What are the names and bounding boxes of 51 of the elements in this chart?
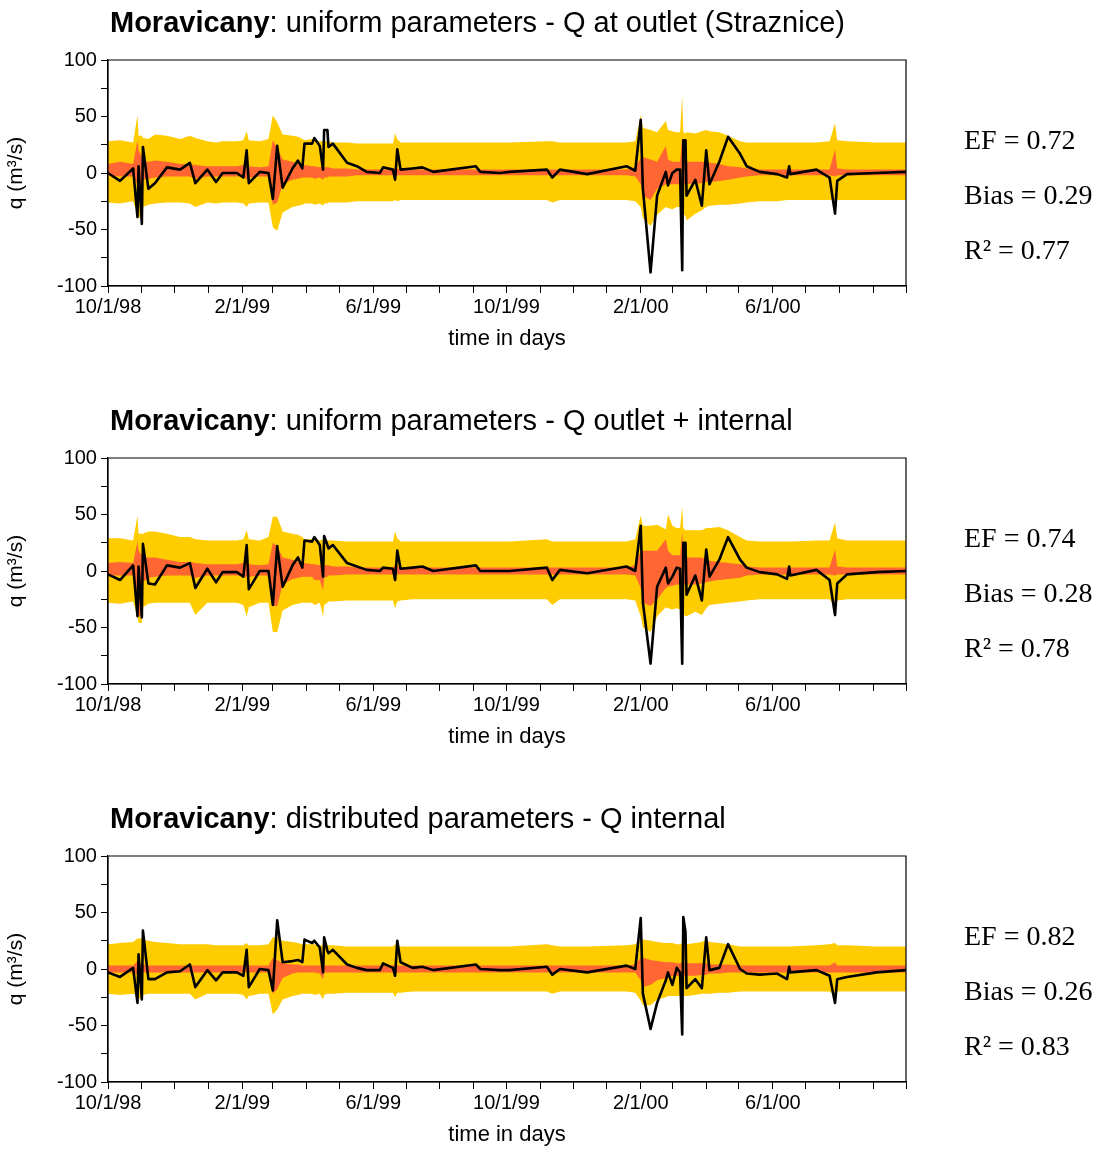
y-axis-title: q (m³/s) bbox=[3, 932, 27, 1006]
y-tick-label: -50 bbox=[68, 217, 97, 240]
text: R² = 0.83 bbox=[964, 1029, 1071, 1063]
y-tick-label: 100 bbox=[63, 47, 97, 70]
chart-title: Moravicany: distributed parameters - Q internal bbox=[110, 802, 726, 835]
x-tick-label: 2/1/99 bbox=[214, 294, 271, 317]
y-tick-label: 100 bbox=[63, 843, 97, 866]
x-tick-label: 6/1/99 bbox=[345, 692, 402, 715]
chart-title: Moravicany: uniform parameters - Q outlet + internal bbox=[110, 404, 793, 437]
y-tick-label: 0 bbox=[85, 956, 97, 979]
x-axis-title: time in days bbox=[448, 722, 566, 748]
x-tick-label: 10/1/99 bbox=[473, 294, 540, 317]
y-axis-title: q (m³/s) bbox=[3, 534, 27, 608]
x-tick-label: 6/1/00 bbox=[745, 692, 801, 715]
y-tick-label: -50 bbox=[68, 1013, 97, 1036]
x-tick-label: 6/1/00 bbox=[745, 1090, 801, 1113]
x-tick-label: 2/1/00 bbox=[612, 692, 669, 715]
x-tick-label: 2/1/00 bbox=[612, 1090, 669, 1113]
text: R² = 0.78 bbox=[964, 631, 1071, 665]
x-tick-label: 6/1/99 bbox=[345, 294, 402, 317]
y-tick-label: -100 bbox=[56, 273, 97, 296]
x-tick-label: 6/1/00 bbox=[745, 294, 801, 317]
y-tick-label: -100 bbox=[56, 1069, 97, 1092]
y-tick-label: 50 bbox=[74, 104, 97, 127]
y-tick-label: 0 bbox=[85, 558, 97, 581]
y-tick-label: -50 bbox=[68, 615, 97, 638]
y-tick-label: 50 bbox=[74, 502, 97, 525]
text: Bias = 0.28 bbox=[964, 576, 1093, 610]
y-tick-label: 0 bbox=[85, 160, 97, 183]
text: EF = 0.72 bbox=[964, 123, 1077, 157]
text: EF = 0.74 bbox=[964, 521, 1077, 555]
x-axis-title: time in days bbox=[448, 324, 566, 350]
x-axis-title: time in days bbox=[448, 1120, 566, 1146]
y-tick-label: 50 bbox=[74, 900, 97, 923]
y-tick-label: -100 bbox=[56, 671, 97, 694]
x-tick-label: 6/1/99 bbox=[345, 1090, 402, 1113]
chart-title: Moravicany: uniform parameters - Q at outlet (Straznice) bbox=[110, 6, 845, 39]
text: Bias = 0.29 bbox=[964, 178, 1093, 212]
x-tick-label: 2/1/99 bbox=[214, 692, 271, 715]
text: R² = 0.77 bbox=[964, 233, 1071, 267]
y-tick-label: 100 bbox=[63, 445, 97, 468]
x-tick-label: 2/1/99 bbox=[214, 1090, 271, 1113]
x-tick-label: 10/1/98 bbox=[74, 1090, 142, 1113]
x-tick-label: 2/1/00 bbox=[612, 294, 669, 317]
text: EF = 0.82 bbox=[964, 919, 1077, 953]
text: Bias = 0.26 bbox=[964, 974, 1093, 1008]
x-tick-label: 10/1/98 bbox=[74, 692, 142, 715]
x-tick-label: 10/1/98 bbox=[74, 294, 142, 317]
x-tick-label: 10/1/99 bbox=[473, 1090, 540, 1113]
y-axis-title: q (m³/s) bbox=[3, 136, 27, 210]
x-tick-label: 10/1/99 bbox=[473, 692, 540, 715]
